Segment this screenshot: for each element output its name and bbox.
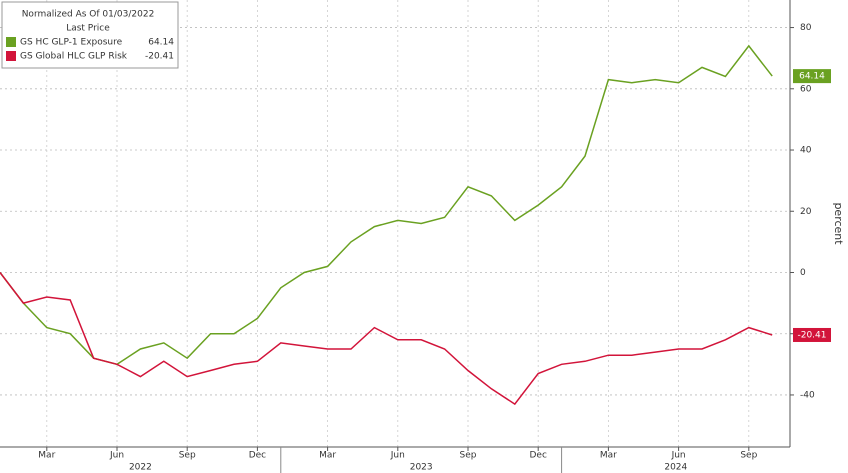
y-axis-label: percent bbox=[832, 202, 845, 245]
legend-subtitle: Last Price bbox=[66, 24, 110, 34]
last-value-label: 64.14 bbox=[799, 72, 825, 82]
legend-label: GS HC GLP-1 Exposure bbox=[20, 38, 123, 48]
x-tick-label: Sep bbox=[740, 451, 757, 461]
x-tick-label: Mar bbox=[319, 451, 336, 461]
year-label: 2024 bbox=[664, 463, 687, 473]
x-tick-label: Dec bbox=[249, 451, 266, 461]
line-series bbox=[0, 272, 773, 406]
last-value-label: -20.41 bbox=[797, 330, 826, 340]
legend-value: -20.41 bbox=[145, 52, 174, 62]
legend-value: 64.14 bbox=[148, 38, 174, 48]
legend-swatch bbox=[6, 51, 16, 61]
x-tick-label: Sep bbox=[179, 451, 196, 461]
x-tick-label: Mar bbox=[600, 451, 617, 461]
x-tick-label: Dec bbox=[529, 451, 546, 461]
x-tick-label: Mar bbox=[38, 451, 55, 461]
year-label: 2023 bbox=[410, 463, 433, 473]
legend-swatch bbox=[6, 37, 16, 47]
legend-label: GS Global HLC GLP Risk bbox=[20, 52, 128, 62]
x-tick-label: Jun bbox=[671, 451, 686, 461]
x-tick-label: Jun bbox=[109, 451, 124, 461]
last-value-tag bbox=[793, 69, 831, 84]
y-tick-label: 40 bbox=[800, 146, 812, 156]
y-tick-label: 20 bbox=[800, 207, 812, 217]
y-tick-label: 0 bbox=[800, 268, 806, 278]
legend-box bbox=[1, 1, 179, 69]
x-tick-label: Sep bbox=[460, 451, 477, 461]
legend: Normalized As Of 01/03/2022 Last Price G… bbox=[1, 1, 179, 69]
line-series bbox=[0, 44, 773, 366]
x-tick-label: Jun bbox=[390, 451, 405, 461]
year-label: 2022 bbox=[129, 463, 152, 473]
y-tick-label: 80 bbox=[800, 23, 812, 33]
legend-title: Normalized As Of 01/03/2022 bbox=[22, 10, 155, 20]
y-tick-label: -40 bbox=[800, 390, 815, 400]
y-tick-label: 60 bbox=[800, 84, 812, 94]
last-value-tag bbox=[793, 327, 831, 342]
